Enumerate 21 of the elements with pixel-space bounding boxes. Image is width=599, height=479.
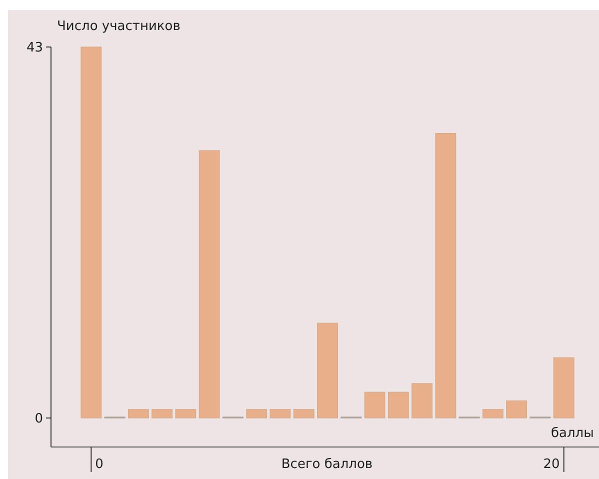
y-axis-title: Число участников [57, 19, 180, 34]
bar [412, 383, 432, 418]
bar [128, 409, 149, 418]
bar [152, 409, 173, 418]
x-axis-title: Всего баллов [281, 457, 373, 472]
bar [553, 357, 574, 418]
bar [482, 409, 504, 418]
bar [246, 409, 268, 418]
y-tick-label: 43 [26, 40, 43, 56]
bar [364, 392, 386, 418]
bar [80, 46, 102, 418]
bar [435, 132, 456, 418]
bar [198, 150, 220, 418]
bar [293, 409, 314, 418]
bar [175, 409, 196, 418]
bar [270, 409, 291, 418]
bar [317, 322, 338, 418]
x-tick-label: 20 [543, 457, 560, 472]
bar [506, 400, 528, 418]
text: баллы [551, 426, 594, 441]
bar [388, 392, 409, 418]
